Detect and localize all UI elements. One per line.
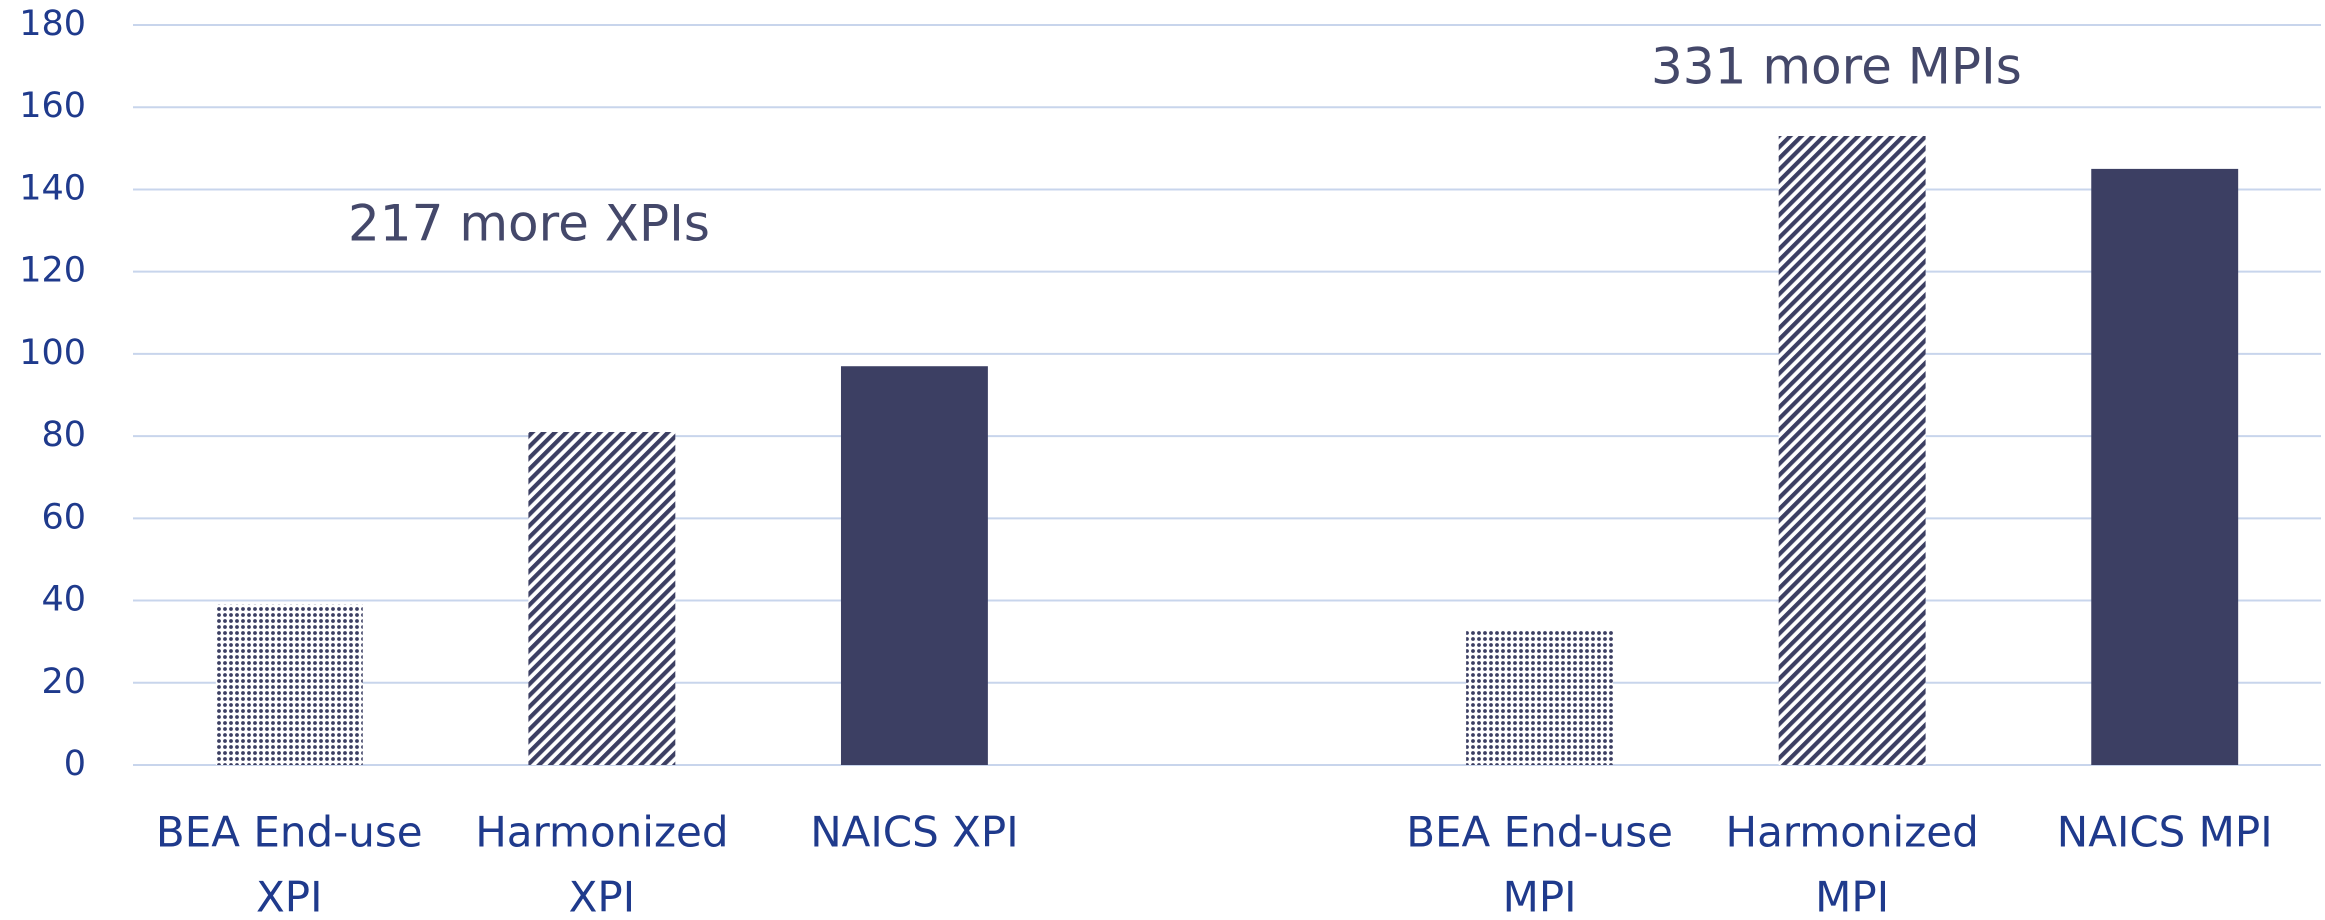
x-tick-label: MPI: [1815, 873, 1889, 920]
x-tick-label: Harmonized: [475, 808, 728, 857]
annotation: 217 more XPIs: [348, 195, 710, 253]
y-tick-label: 120: [19, 251, 86, 291]
x-tick-label: XPI: [256, 873, 323, 920]
y-tick-label: 60: [41, 497, 86, 537]
x-tick-label: MPI: [1503, 873, 1577, 920]
y-tick-label: 40: [41, 580, 86, 620]
y-tick-label: 0: [64, 744, 86, 784]
y-tick-label: 80: [41, 415, 86, 455]
x-tick-label: XPI: [569, 873, 636, 920]
y-tick-label: 140: [19, 168, 86, 208]
bar: [2091, 168, 2239, 765]
y-tick-label: 100: [19, 333, 86, 373]
x-tick-label: BEA End-use: [156, 808, 423, 857]
y-tick-label: 160: [19, 86, 86, 126]
bar: [1466, 629, 1614, 765]
x-tick-label: Harmonized: [1725, 808, 1978, 857]
bar: [840, 366, 988, 765]
x-tick-label: NAICS MPI: [2057, 808, 2273, 857]
x-tick-label: NAICS XPI: [810, 808, 1018, 857]
annotation: 331 more MPIs: [1651, 38, 2022, 96]
bar: [215, 604, 363, 765]
y-tick-label: 20: [41, 662, 86, 702]
bar: [1778, 136, 1926, 765]
x-tick-label: BEA End-use: [1406, 808, 1673, 857]
bar: [528, 432, 676, 765]
y-tick-label: 180: [19, 4, 86, 44]
